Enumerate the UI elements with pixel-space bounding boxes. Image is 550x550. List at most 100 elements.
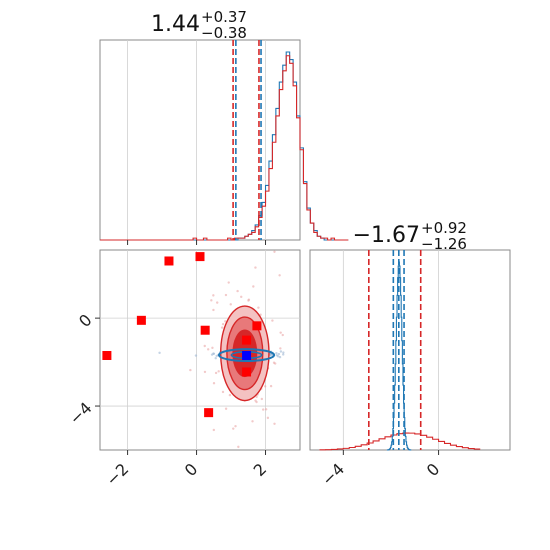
sample-dot: [224, 407, 228, 410]
sample-dot: [279, 347, 282, 350]
sample-dot: [263, 385, 267, 388]
sample-dot: [194, 354, 198, 357]
panel1-grid: [127, 40, 266, 240]
x-tick-label: −4: [318, 459, 348, 489]
sample-dot: [279, 331, 282, 334]
sample-dot: [279, 350, 283, 353]
panel1-title-minus: −0.38: [201, 24, 247, 42]
red-square-marker: [195, 252, 205, 262]
sample-dot: [227, 281, 230, 284]
sample-dot: [276, 355, 280, 358]
panel3-grid: [342, 250, 439, 450]
panel3-frame: [309, 249, 511, 451]
p3-red-histogram: [319, 432, 481, 451]
sample-dot: [158, 351, 161, 355]
sample-dot: [269, 384, 273, 388]
sample-dot: [252, 285, 255, 288]
sample-dot: [273, 362, 277, 365]
sample-dot: [278, 274, 281, 277]
sample-dot: [281, 333, 284, 337]
sample-dot: [214, 371, 218, 375]
sample-dot: [189, 368, 192, 372]
sample-dot: [224, 320, 227, 323]
p1-blue-histogram: [100, 51, 349, 241]
blue-contour-outer: [217, 348, 276, 362]
x-tick-label: 0: [423, 459, 444, 480]
x-tick-label: 0: [181, 459, 202, 480]
red-square-marker: [242, 335, 252, 345]
panel-marginal-p1: 1.44 +0.37 −0.38: [99, 8, 349, 245]
sample-dot: [277, 352, 281, 356]
sample-dot: [211, 346, 214, 350]
sample-dot: [203, 370, 207, 374]
sample-dot: [271, 319, 274, 322]
sample-dot: [229, 303, 232, 306]
sample-dot: [266, 416, 270, 420]
red-square-marker: [204, 408, 214, 418]
sample-dot: [221, 390, 225, 394]
panel3-title-minus: −1.26: [421, 235, 467, 253]
sample-dot: [221, 322, 225, 326]
sample-dot: [264, 408, 268, 411]
y-tick-label: −4: [66, 398, 96, 428]
sample-dot: [212, 382, 216, 385]
sample-dot: [273, 250, 276, 253]
panel3-ticks: −4 0: [318, 450, 443, 490]
y-tick-label: 0: [75, 310, 96, 331]
panel1-title-plus: +0.37: [201, 8, 247, 26]
red-square-marker: [136, 315, 146, 325]
red-square-marker: [252, 321, 262, 331]
sample-dot: [203, 344, 206, 348]
blue-square-marker: [242, 350, 252, 360]
panel3-title-plus: +0.92: [421, 219, 467, 237]
panel-marginal-p2: −4 0 −1.67 +0.92 −1.26: [309, 219, 511, 490]
sample-dot: [228, 393, 232, 397]
panel1-quantile-lines: [232, 40, 262, 240]
sample-dot: [212, 308, 215, 312]
sample-dot: [261, 408, 265, 411]
panel1-histograms: [100, 51, 349, 241]
red-square-marker: [200, 325, 210, 335]
sample-dot: [212, 428, 216, 432]
sample-dot: [275, 351, 278, 355]
panel-joint: −2 0 2 0 −4: [66, 249, 301, 490]
sample-dot: [257, 306, 260, 309]
sample-dot: [273, 422, 276, 425]
sample-dot: [254, 266, 257, 269]
sample-dot: [251, 420, 254, 423]
red-square-marker: [102, 350, 112, 360]
sample-dot: [212, 294, 215, 297]
p1-red-histogram: [100, 55, 349, 241]
sample-dot: [207, 348, 210, 351]
red-square-marker: [164, 256, 174, 266]
sample-dot: [217, 370, 220, 373]
sample-dot: [282, 353, 285, 356]
x-tick-label: −2: [102, 459, 132, 489]
sample-dot: [210, 299, 213, 302]
sample-dot: [237, 445, 240, 449]
red-square-marker: [242, 367, 252, 377]
sample-dot: [212, 352, 215, 355]
sample-dot: [236, 289, 239, 293]
sample-dot: [232, 427, 235, 430]
sample-dot: [240, 295, 243, 299]
x-tick-label: 2: [250, 459, 271, 480]
sample-dot: [278, 355, 282, 359]
sample-dot: [224, 293, 228, 297]
panel1-frame: [99, 39, 301, 241]
panel2-frame: [99, 249, 301, 451]
sample-dot: [282, 351, 285, 354]
sample-dot: [215, 354, 218, 358]
sample-dot: [214, 357, 217, 360]
sample-dot: [260, 397, 264, 401]
sample-dot: [255, 400, 258, 404]
sample-dot: [247, 299, 250, 302]
sample-dot: [216, 301, 219, 304]
panel2-markers: [102, 252, 262, 418]
sample-dot: [220, 326, 224, 329]
panel1-ticks: [127, 240, 267, 245]
sample-dot: [234, 424, 237, 428]
panel1-title-median: 1.44: [151, 12, 200, 37]
panel1-title: 1.44: [151, 12, 200, 37]
